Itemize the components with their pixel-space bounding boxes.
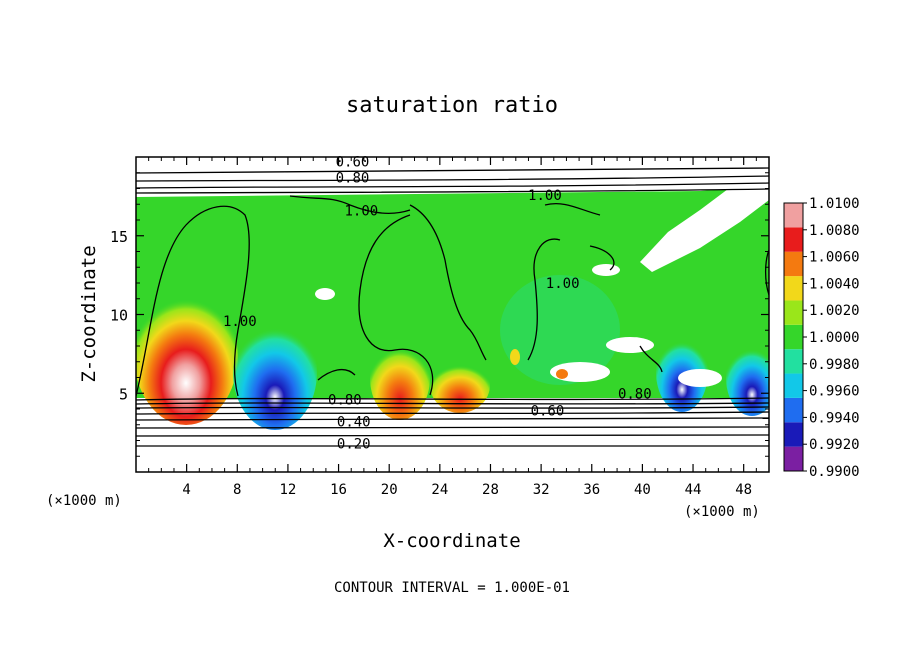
contour-lines — [136, 195, 769, 397]
supersaturated-plume-4km — [136, 285, 238, 425]
x-tick-label: 20 — [381, 482, 398, 498]
cell-spot — [556, 369, 568, 379]
x-axis: 4 8 12 16 20 24 28 32 36 40 44 48 — [148, 157, 757, 498]
contour-label: 0.80 — [328, 393, 362, 409]
contour-label: 1.00 — [223, 314, 257, 330]
x-tick-label: 12 — [279, 482, 296, 498]
colorbar-swatch — [784, 373, 803, 398]
chart-title: saturation ratio — [346, 93, 558, 118]
clear-hole — [606, 337, 654, 353]
x-axis-unit-right: (×1000 m) — [684, 504, 760, 520]
colorbar-label: 0.9920 — [809, 437, 860, 453]
x-tick-label: 8 — [233, 482, 241, 498]
colorbar-swatch — [784, 349, 803, 374]
y-tick-label: 10 — [110, 307, 128, 325]
colorbar-label: 0.9960 — [809, 384, 860, 400]
contour-label: 0.80 — [618, 386, 652, 402]
plot-area — [136, 157, 769, 472]
x-tick-label: 32 — [533, 482, 550, 498]
contour-label: 1.00 — [546, 276, 580, 292]
x-tick-label: 24 — [431, 482, 448, 498]
x-tick-label: 40 — [634, 482, 651, 498]
clear-hole — [678, 369, 722, 387]
x-tick-label: 28 — [482, 482, 499, 498]
clear-hole — [592, 264, 620, 276]
colorbar-swatch — [784, 397, 803, 423]
colorbar-label: 1.0080 — [809, 223, 860, 239]
contour-label: 0.20 — [337, 437, 371, 453]
colorbar-swatch — [784, 446, 803, 471]
supersaturated-plume-26km — [430, 357, 490, 413]
colorbar-label: 1.0040 — [809, 276, 860, 292]
y-axis: 5 10 15 — [110, 172, 769, 457]
contour-label: 0.40 — [337, 415, 371, 431]
contour-label: 1.00 — [528, 188, 562, 204]
clear-hole — [315, 288, 335, 300]
contour-label: 0.80 — [336, 170, 370, 186]
colorbar-label: 0.9900 — [809, 464, 860, 480]
colorbar-swatch — [784, 251, 803, 277]
colorbar-swatch — [784, 324, 803, 350]
contour-bands — [136, 167, 769, 447]
contour-label: 0.60 — [531, 404, 565, 420]
colorbar-label: 1.0020 — [809, 303, 860, 319]
colorbar: 0.9900 0.9920 0.9940 0.9960 0.9980 1.0000 1.00… — [783, 196, 860, 480]
colorbar-swatch — [784, 422, 803, 447]
cell-spot — [510, 349, 520, 365]
x-tick-label: 16 — [330, 482, 347, 498]
y-tick-label: 5 — [119, 385, 128, 403]
x-tick-label: 36 — [583, 482, 600, 498]
colorbar-swatch — [784, 300, 803, 325]
contour-label: 1.00 — [344, 204, 378, 220]
colorbar-label: 0.9940 — [809, 410, 860, 426]
subsaturated-plume-48km — [726, 340, 769, 416]
x-axis-label: X-coordinate — [383, 530, 520, 552]
x-tick-label: 48 — [735, 482, 752, 498]
subsaturated-plume-11km — [233, 314, 317, 430]
contour-label: 0.60 — [336, 155, 370, 171]
x-axis-unit-left: (×1000 m) — [46, 493, 122, 509]
colorbar-swatch — [784, 276, 803, 301]
colorbar-label: 0.9980 — [809, 357, 860, 373]
contour-label-layer: 0.600.801.001.001.001.000.80 0.800.600.40… — [223, 155, 652, 453]
colorbar-label: 1.0100 — [809, 196, 860, 212]
x-tick-label: 4 — [182, 482, 190, 498]
x-tick-label: 44 — [685, 482, 702, 498]
contour-interval-note: CONTOUR INTERVAL = 1.000E-01 — [334, 580, 570, 596]
subsaturated-plume-43km — [656, 332, 708, 412]
colorbar-swatch — [784, 203, 803, 228]
y-axis-label: Z-coordinate — [78, 245, 100, 382]
colorbar-label: 1.0060 — [809, 250, 860, 266]
y-tick-label: 15 — [110, 228, 128, 246]
colorbar-label: 1.0000 — [809, 330, 860, 346]
colorbar-swatch — [784, 227, 803, 252]
